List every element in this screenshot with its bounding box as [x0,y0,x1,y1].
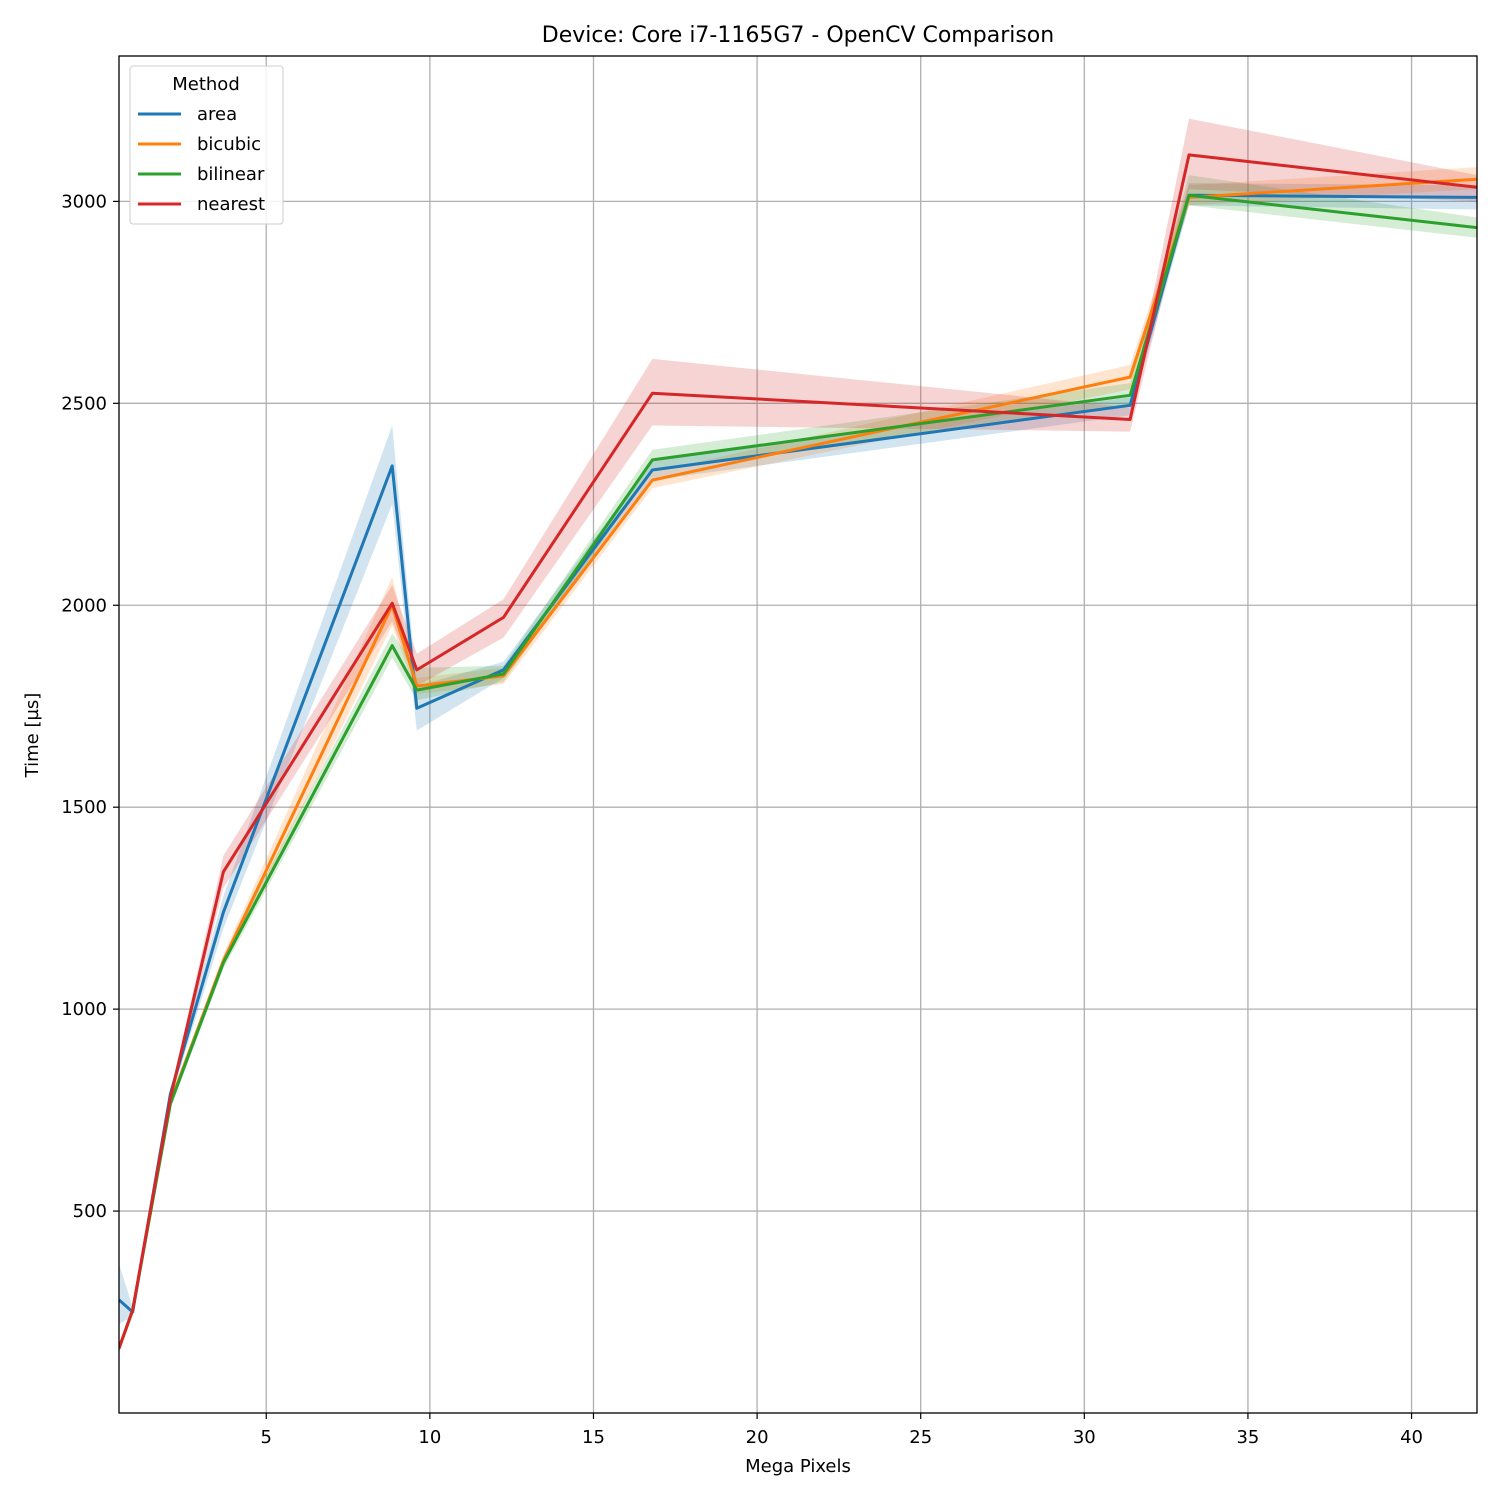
x-tick-label: 5 [261,1427,272,1448]
plot-frame [118,55,1478,1414]
series-lines [119,153,1477,1349]
x-tick-label: 40 [1400,1427,1423,1448]
legend-label-bicubic: bicubic [197,134,261,155]
y-tick-label: 500 [73,1201,107,1222]
series-line-nearest [119,153,1477,1349]
legend-box [129,65,284,225]
legend-label-bilinear: bilinear [197,164,265,185]
x-tick-label: 10 [418,1427,441,1448]
x-tick-label: 35 [1236,1427,1259,1448]
y-tick-label: 3000 [61,191,107,212]
x-axis-label: Mega Pixels [745,1456,851,1477]
chart-title: Device: Core i7-1165G7 - OpenCV Comparis… [542,23,1054,48]
x-tick-label: 30 [1073,1427,1096,1448]
x-tick-label: 25 [909,1427,932,1448]
x-tick-label: 20 [746,1427,769,1448]
y-tick-label: 1000 [61,999,107,1020]
legend-title: Method [172,74,240,95]
x-tick-label: 15 [582,1427,605,1448]
legend: Method area bicubic bilinear nearest [129,65,284,225]
y-tick-label: 2500 [61,393,107,414]
x-axis-ticks: 5 10 15 20 25 30 35 40 [261,1413,1423,1448]
y-tick-label: 2000 [61,595,107,616]
legend-label-nearest: nearest [197,194,265,215]
legend-label-area: area [197,104,237,125]
y-axis-ticks: 500 1000 1500 2000 2500 3000 [61,191,119,1222]
y-tick-label: 1500 [61,797,107,818]
y-axis-label: Time [µs] [22,693,43,779]
